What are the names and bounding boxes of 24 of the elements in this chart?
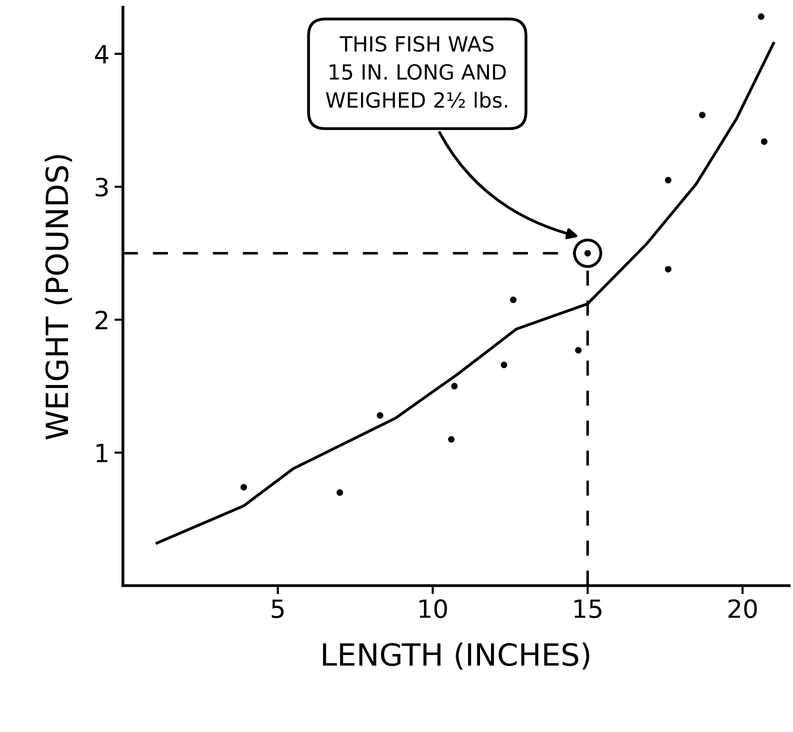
x-axis-title: LENGTH (INCHES) [323,642,590,670]
point [336,489,344,496]
annotation: THIS FISH WAS 15 IN. LONG AND WEIGHED 2½ lbs. [326,36,508,108]
x-tick-label: 15 [574,600,602,618]
point [664,176,672,184]
y-tick-label: 1 [96,444,108,462]
point [376,412,384,419]
y-axis-title: WEIGHT (POUNDS) [44,155,72,440]
point [451,382,458,390]
point [699,112,706,118]
point [448,436,455,443]
point [575,347,582,354]
y-tick-label: 3 [96,178,108,197]
point [758,13,764,20]
point [664,266,672,272]
point [510,296,517,304]
x-tick-label: 5 [272,600,284,618]
point [240,484,248,490]
x-tick-label: 10 [420,599,447,618]
y-tick-label: 2 [96,310,108,330]
y-tick-label: 4 [95,45,108,64]
x-tick-label: 20 [728,599,757,618]
point [760,138,768,145]
point [500,362,508,368]
